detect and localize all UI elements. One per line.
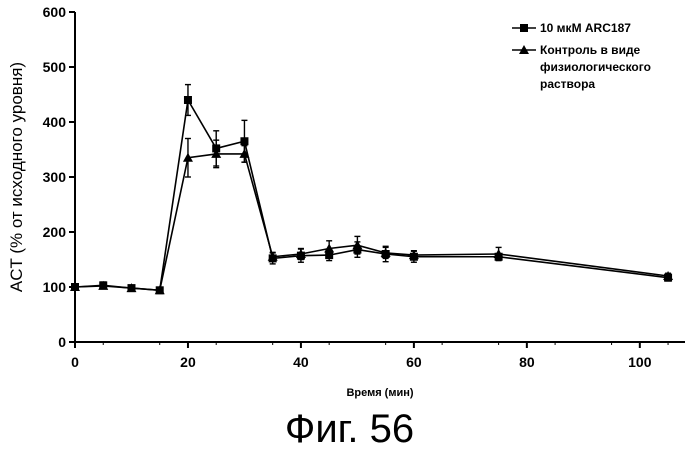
- y-tick-label: 200: [43, 224, 67, 240]
- series-line: [75, 154, 668, 290]
- legend-label-line: раствора: [540, 77, 595, 91]
- figure-caption: Фиг. 56: [0, 404, 699, 454]
- y-tick-label: 100: [43, 279, 67, 295]
- legend-label-line: Контроль в виде: [540, 43, 641, 57]
- legend: 10 мкМ ARC187 Контроль в виде физиологичес…: [512, 21, 651, 91]
- data-point: [240, 137, 248, 145]
- y-tick-label: 600: [43, 4, 67, 20]
- data-point: [184, 96, 192, 104]
- x-tick-label: 20: [180, 354, 196, 370]
- legend-label-line: 10 мкМ ARC187: [540, 21, 631, 35]
- x-tick-label: 80: [519, 354, 535, 370]
- y-ticks: 0 100 200 300 400 500 600: [43, 4, 75, 350]
- x-ticks: 0 20 40 60 80 100: [71, 342, 668, 370]
- series-1: [71, 85, 672, 295]
- legend-marker: [520, 24, 528, 32]
- series-2: [70, 139, 673, 295]
- series-layer: [70, 85, 673, 295]
- chart: 0 100 200 300 400 500 600 0 20 40 60 80 100 ACT (% …: [0, 0, 699, 405]
- y-tick-label: 300: [43, 169, 67, 185]
- x-axis-label: Время (мин): [346, 387, 413, 399]
- legend-label-line: физиологического: [540, 60, 651, 74]
- y-tick-label: 0: [58, 334, 66, 350]
- y-tick-label: 500: [43, 59, 67, 75]
- y-axis-label: ACT (% от исходного уровня): [7, 62, 26, 292]
- legend-label: 10 мкМ ARC187: [540, 21, 631, 35]
- data-point: [352, 240, 362, 249]
- series-line: [75, 100, 668, 290]
- plot-area: 0 100 200 300 400 500 600 0 20 40 60 80 100: [43, 4, 685, 370]
- legend-label: Контроль в виде физиологического раствора: [540, 43, 651, 91]
- y-tick-label: 400: [43, 114, 67, 130]
- x-tick-label: 60: [406, 354, 422, 370]
- x-tick-label: 100: [628, 354, 652, 370]
- x-tick-label: 40: [293, 354, 309, 370]
- x-tick-label: 0: [71, 354, 79, 370]
